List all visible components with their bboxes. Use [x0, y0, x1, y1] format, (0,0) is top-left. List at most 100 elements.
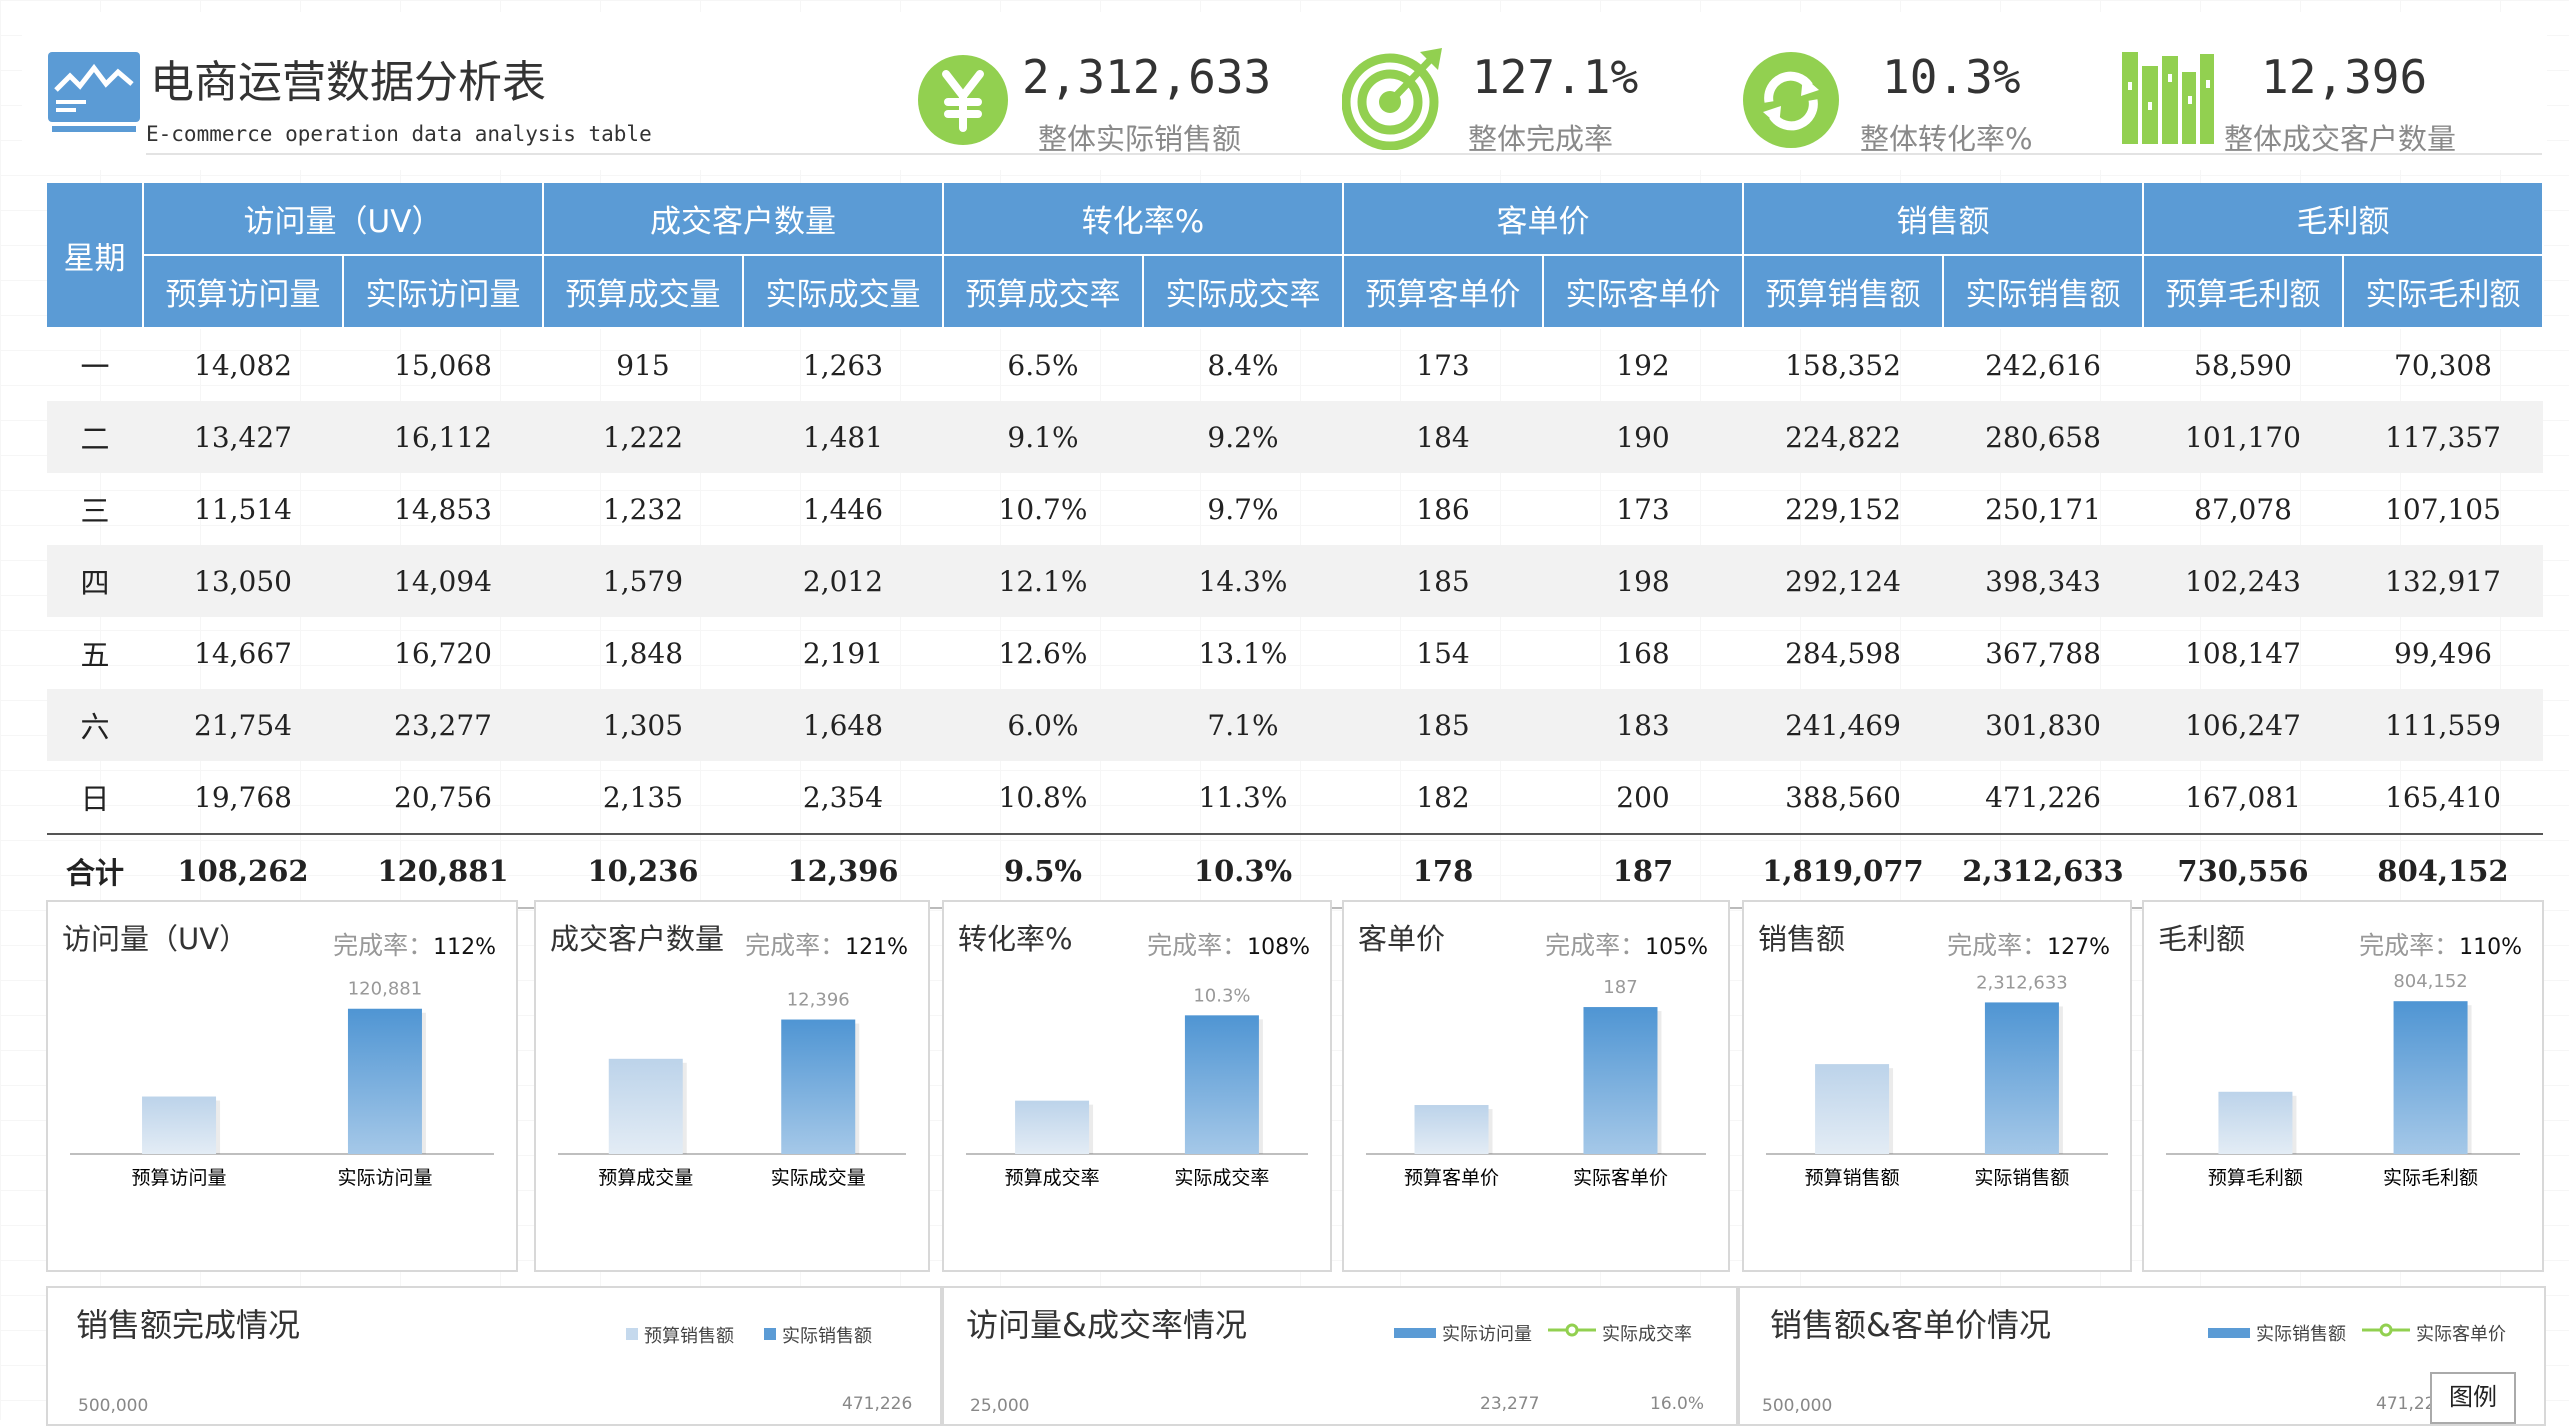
mini-chart-title: 客单价 [1358, 922, 1446, 956]
kpi-customers-label: 整体成交客户数量 [2224, 122, 2457, 156]
mini-chart-card: 客单价 完成率：105% 预算客单价 187 实际客单价 [1342, 900, 1730, 1272]
table-body: 一 14,082 15,068 915 1,263 6.5% 8.4% 173 192 158,3… [47, 328, 2543, 909]
table-group-header-row: 星期 访问量（UV） 成交客户数量 转化率% 客单价 销售额 毛利额 [47, 183, 2544, 329]
total-cell: 12,396 [743, 833, 943, 909]
table-cell: 154 [1416, 636, 1470, 670]
table-cell: 2,135 [602, 780, 684, 814]
weekday-header: 星期 [47, 183, 144, 329]
completion-rate: 完成率：127% [1947, 926, 2110, 962]
table-cell: 13.1% [1198, 636, 1288, 670]
budget-bar [1815, 1064, 1890, 1154]
table-cell: 398,343 [1943, 545, 2143, 617]
subheader-cell: 实际访问量 [343, 255, 544, 329]
table-cell: 16,112 [343, 401, 543, 473]
completion-rate-label: 完成率： [1947, 931, 2048, 960]
completion-rate: 完成率：110% [2359, 926, 2522, 962]
table-cell: 107,105 [2385, 492, 2501, 526]
table-cell: 173 [1416, 348, 1470, 382]
table-cell: 14.3% [1143, 545, 1343, 617]
legend-line-unit-price-icon [2362, 1322, 2410, 1342]
bar-value-label: 120,881 [348, 979, 422, 1000]
total-cell: 187 [1543, 833, 1743, 909]
group-header-unit-price: 客单价 [1343, 183, 1744, 256]
subheader-cell: 预算毛利额 [2143, 255, 2344, 329]
table-cell: 915 [616, 348, 670, 382]
table-cell: 173 [1616, 492, 1670, 526]
table-cell: 10.8% [998, 780, 1088, 814]
completion-rate-label: 完成率： [333, 931, 434, 960]
bar-category-label: 实际销售额 [1974, 1167, 2069, 1189]
table-cell: 9.2% [1143, 401, 1343, 473]
table-cell: 132,917 [2343, 545, 2543, 617]
kpi-conversion-label: 整体转化率% [1860, 122, 2033, 156]
completion-rate-label: 完成率： [745, 931, 846, 960]
subheader-cell: 预算成交量 [543, 255, 744, 329]
refresh-icon [1741, 50, 1841, 154]
table-cell: 1,648 [743, 689, 943, 761]
completion-rate-value: 127% [2047, 935, 2110, 960]
table-cell: 12.6% [998, 636, 1088, 670]
mini-chart-title: 毛利额 [2158, 922, 2246, 956]
table-cell: 20,756 [394, 780, 492, 814]
chart-logo-icon [46, 50, 142, 138]
max-value-label: 471,226 [842, 1394, 913, 1414]
table-cell: 388,560 [1785, 780, 1901, 814]
table-cell: 101,170 [2143, 401, 2343, 473]
subheader-cell: 预算销售额 [1743, 255, 1944, 329]
budget-bar [1015, 1100, 1090, 1154]
table-cell: 1,305 [543, 689, 743, 761]
bar-category-label: 实际毛利额 [2383, 1167, 2478, 1189]
subheader-cell: 实际客单价 [1543, 255, 1744, 329]
mini-chart-card: 转化率% 完成率：108% 预算成交率 10.3% 实际成交率 [942, 900, 1332, 1272]
table-cell: 1,222 [543, 401, 743, 473]
kpi-sales-label: 整体实际销售额 [1038, 122, 1242, 156]
legend-swatch-visits [1394, 1328, 1436, 1338]
completion-rate-value: 108% [1247, 935, 1310, 960]
total-cell: 108,262 [143, 833, 343, 909]
legend-line-conversion-icon [1548, 1322, 1596, 1342]
table-row: 日 19,768 20,756 2,135 2,354 10.8% 11.3% 182 200 3… [47, 761, 2543, 834]
table-cell: 8.4% [1207, 348, 1279, 382]
actual-bar [1583, 1007, 1658, 1154]
actual-bar [1184, 1015, 1259, 1154]
table-cell: 11.3% [1198, 780, 1288, 814]
legend-label-budget-sales: 预算销售额 [644, 1326, 734, 1347]
kpi-completion-value: 127.1% [1472, 50, 1639, 104]
mini-bar-chart: 预算成交率 10.3% 实际成交率 [966, 985, 1308, 1189]
table-cell: 14,853 [394, 492, 492, 526]
table-cell: 15,068 [394, 348, 492, 382]
table-cell: 58,590 [2194, 348, 2292, 382]
table-cell: 6.5% [1007, 348, 1079, 382]
table-cell: 165,410 [2385, 780, 2501, 814]
completion-rate-value: 121% [845, 935, 908, 960]
budget-bar [608, 1058, 683, 1154]
group-header-conversion: 转化率% [943, 183, 1344, 256]
legend-tooltip-text: 图例 [2449, 1383, 2497, 1411]
budget-bar [2218, 1091, 2293, 1154]
weekday-cell: 五 [80, 638, 110, 672]
bar-category-label: 预算销售额 [1805, 1167, 1900, 1189]
table-cell: 2,354 [802, 780, 884, 814]
subheader-cell: 预算成交率 [943, 255, 1144, 329]
table-cell: 16,720 [394, 636, 492, 670]
page-subtitle: E-commerce operation data analysis table [146, 122, 652, 146]
bar-category-label: 实际成交量 [771, 1167, 866, 1189]
table-cell: 13,427 [143, 401, 343, 473]
sales-completion-chart-card: 销售额完成情况 预算销售额 实际销售额 500,000 471,226 [46, 1286, 942, 1426]
sales-unit-price-chart-card: 销售额&客单价情况 实际销售额 实际客单价 500,000 471,22 图例 [1738, 1286, 2546, 1426]
subheader-cell: 实际成交量 [743, 255, 944, 329]
mini-bar-chart: 预算访问量 120,881 实际访问量 [70, 979, 494, 1189]
total-cell: 120,881 [343, 833, 543, 909]
total-cell: 1,819,077 [1743, 833, 1943, 909]
legend-tooltip[interactable]: 图例 [2430, 1372, 2516, 1424]
mini-bar-chart: 预算销售额 2,312,633 实际销售额 [1766, 972, 2108, 1189]
target-icon [1341, 44, 1446, 154]
completion-rate: 完成率：108% [1147, 926, 1310, 962]
mini-chart-title: 转化率% [958, 922, 1073, 956]
table-cell: 167,081 [2185, 780, 2301, 814]
max-conversion-label: 16.0% [1650, 1394, 1705, 1414]
bar-category-label: 实际客单价 [1573, 1167, 1668, 1189]
subheader-cell: 实际毛利额 [2343, 255, 2544, 329]
total-cell: 804,152 [2343, 833, 2543, 909]
